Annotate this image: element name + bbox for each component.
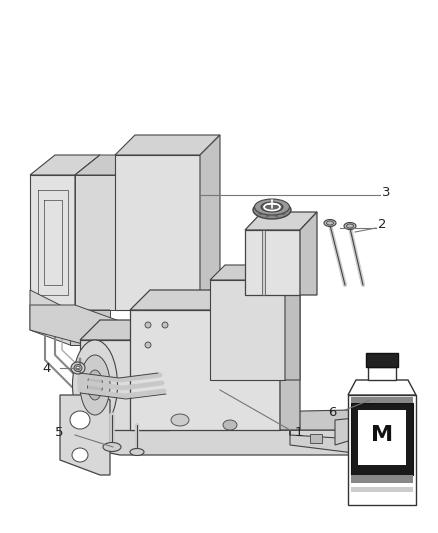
Polygon shape	[130, 310, 280, 430]
Polygon shape	[80, 320, 190, 340]
Ellipse shape	[256, 209, 259, 211]
Polygon shape	[75, 155, 100, 310]
Ellipse shape	[74, 365, 82, 372]
Ellipse shape	[377, 422, 389, 432]
Ellipse shape	[70, 411, 90, 429]
Polygon shape	[348, 380, 416, 395]
Polygon shape	[366, 353, 398, 367]
Polygon shape	[60, 395, 110, 475]
Polygon shape	[75, 155, 145, 175]
Ellipse shape	[324, 220, 336, 227]
Text: M: M	[371, 425, 393, 445]
Text: 6: 6	[328, 406, 336, 418]
Ellipse shape	[88, 370, 102, 400]
Polygon shape	[245, 230, 300, 295]
Polygon shape	[335, 415, 390, 445]
Polygon shape	[351, 397, 413, 403]
Ellipse shape	[275, 203, 278, 205]
Polygon shape	[30, 305, 250, 375]
Ellipse shape	[145, 342, 151, 348]
Polygon shape	[120, 155, 145, 310]
Ellipse shape	[80, 355, 110, 415]
Ellipse shape	[73, 340, 117, 430]
Text: 2: 2	[378, 219, 386, 231]
Ellipse shape	[261, 202, 283, 212]
Ellipse shape	[76, 366, 80, 370]
Polygon shape	[351, 403, 413, 475]
Ellipse shape	[254, 199, 290, 215]
Ellipse shape	[223, 420, 237, 430]
Ellipse shape	[162, 322, 168, 328]
Polygon shape	[280, 290, 300, 430]
Polygon shape	[210, 280, 285, 380]
Polygon shape	[285, 265, 300, 380]
Polygon shape	[310, 434, 322, 443]
Ellipse shape	[145, 322, 151, 328]
Text: 4: 4	[42, 361, 50, 375]
Polygon shape	[351, 475, 413, 483]
Ellipse shape	[259, 213, 262, 215]
Polygon shape	[245, 212, 317, 230]
Ellipse shape	[282, 205, 285, 207]
Polygon shape	[75, 175, 120, 310]
Polygon shape	[368, 367, 396, 380]
Polygon shape	[170, 320, 190, 430]
Polygon shape	[30, 155, 100, 175]
Ellipse shape	[275, 215, 278, 217]
Text: 5: 5	[55, 425, 64, 439]
Polygon shape	[30, 175, 75, 310]
Polygon shape	[130, 290, 300, 310]
Ellipse shape	[344, 222, 356, 230]
Ellipse shape	[71, 362, 85, 374]
Polygon shape	[300, 212, 317, 295]
Polygon shape	[120, 410, 390, 430]
Polygon shape	[115, 155, 200, 310]
Ellipse shape	[130, 448, 144, 456]
Ellipse shape	[369, 438, 387, 452]
Polygon shape	[115, 135, 220, 155]
Text: 1: 1	[295, 425, 304, 439]
Polygon shape	[210, 265, 300, 280]
Ellipse shape	[266, 215, 269, 217]
Text: 3: 3	[382, 187, 391, 199]
Polygon shape	[30, 290, 110, 345]
Polygon shape	[80, 340, 170, 430]
Ellipse shape	[282, 213, 285, 215]
Ellipse shape	[354, 422, 376, 438]
Polygon shape	[290, 430, 410, 455]
Ellipse shape	[253, 201, 291, 219]
Polygon shape	[262, 230, 265, 295]
Ellipse shape	[72, 448, 88, 462]
Polygon shape	[200, 135, 220, 310]
Polygon shape	[351, 487, 413, 492]
Ellipse shape	[259, 205, 262, 207]
Polygon shape	[70, 405, 390, 455]
Ellipse shape	[103, 442, 121, 451]
Polygon shape	[348, 395, 416, 505]
Polygon shape	[70, 310, 110, 345]
Ellipse shape	[266, 203, 269, 205]
Ellipse shape	[171, 414, 189, 426]
Polygon shape	[358, 410, 406, 465]
Ellipse shape	[285, 209, 288, 211]
